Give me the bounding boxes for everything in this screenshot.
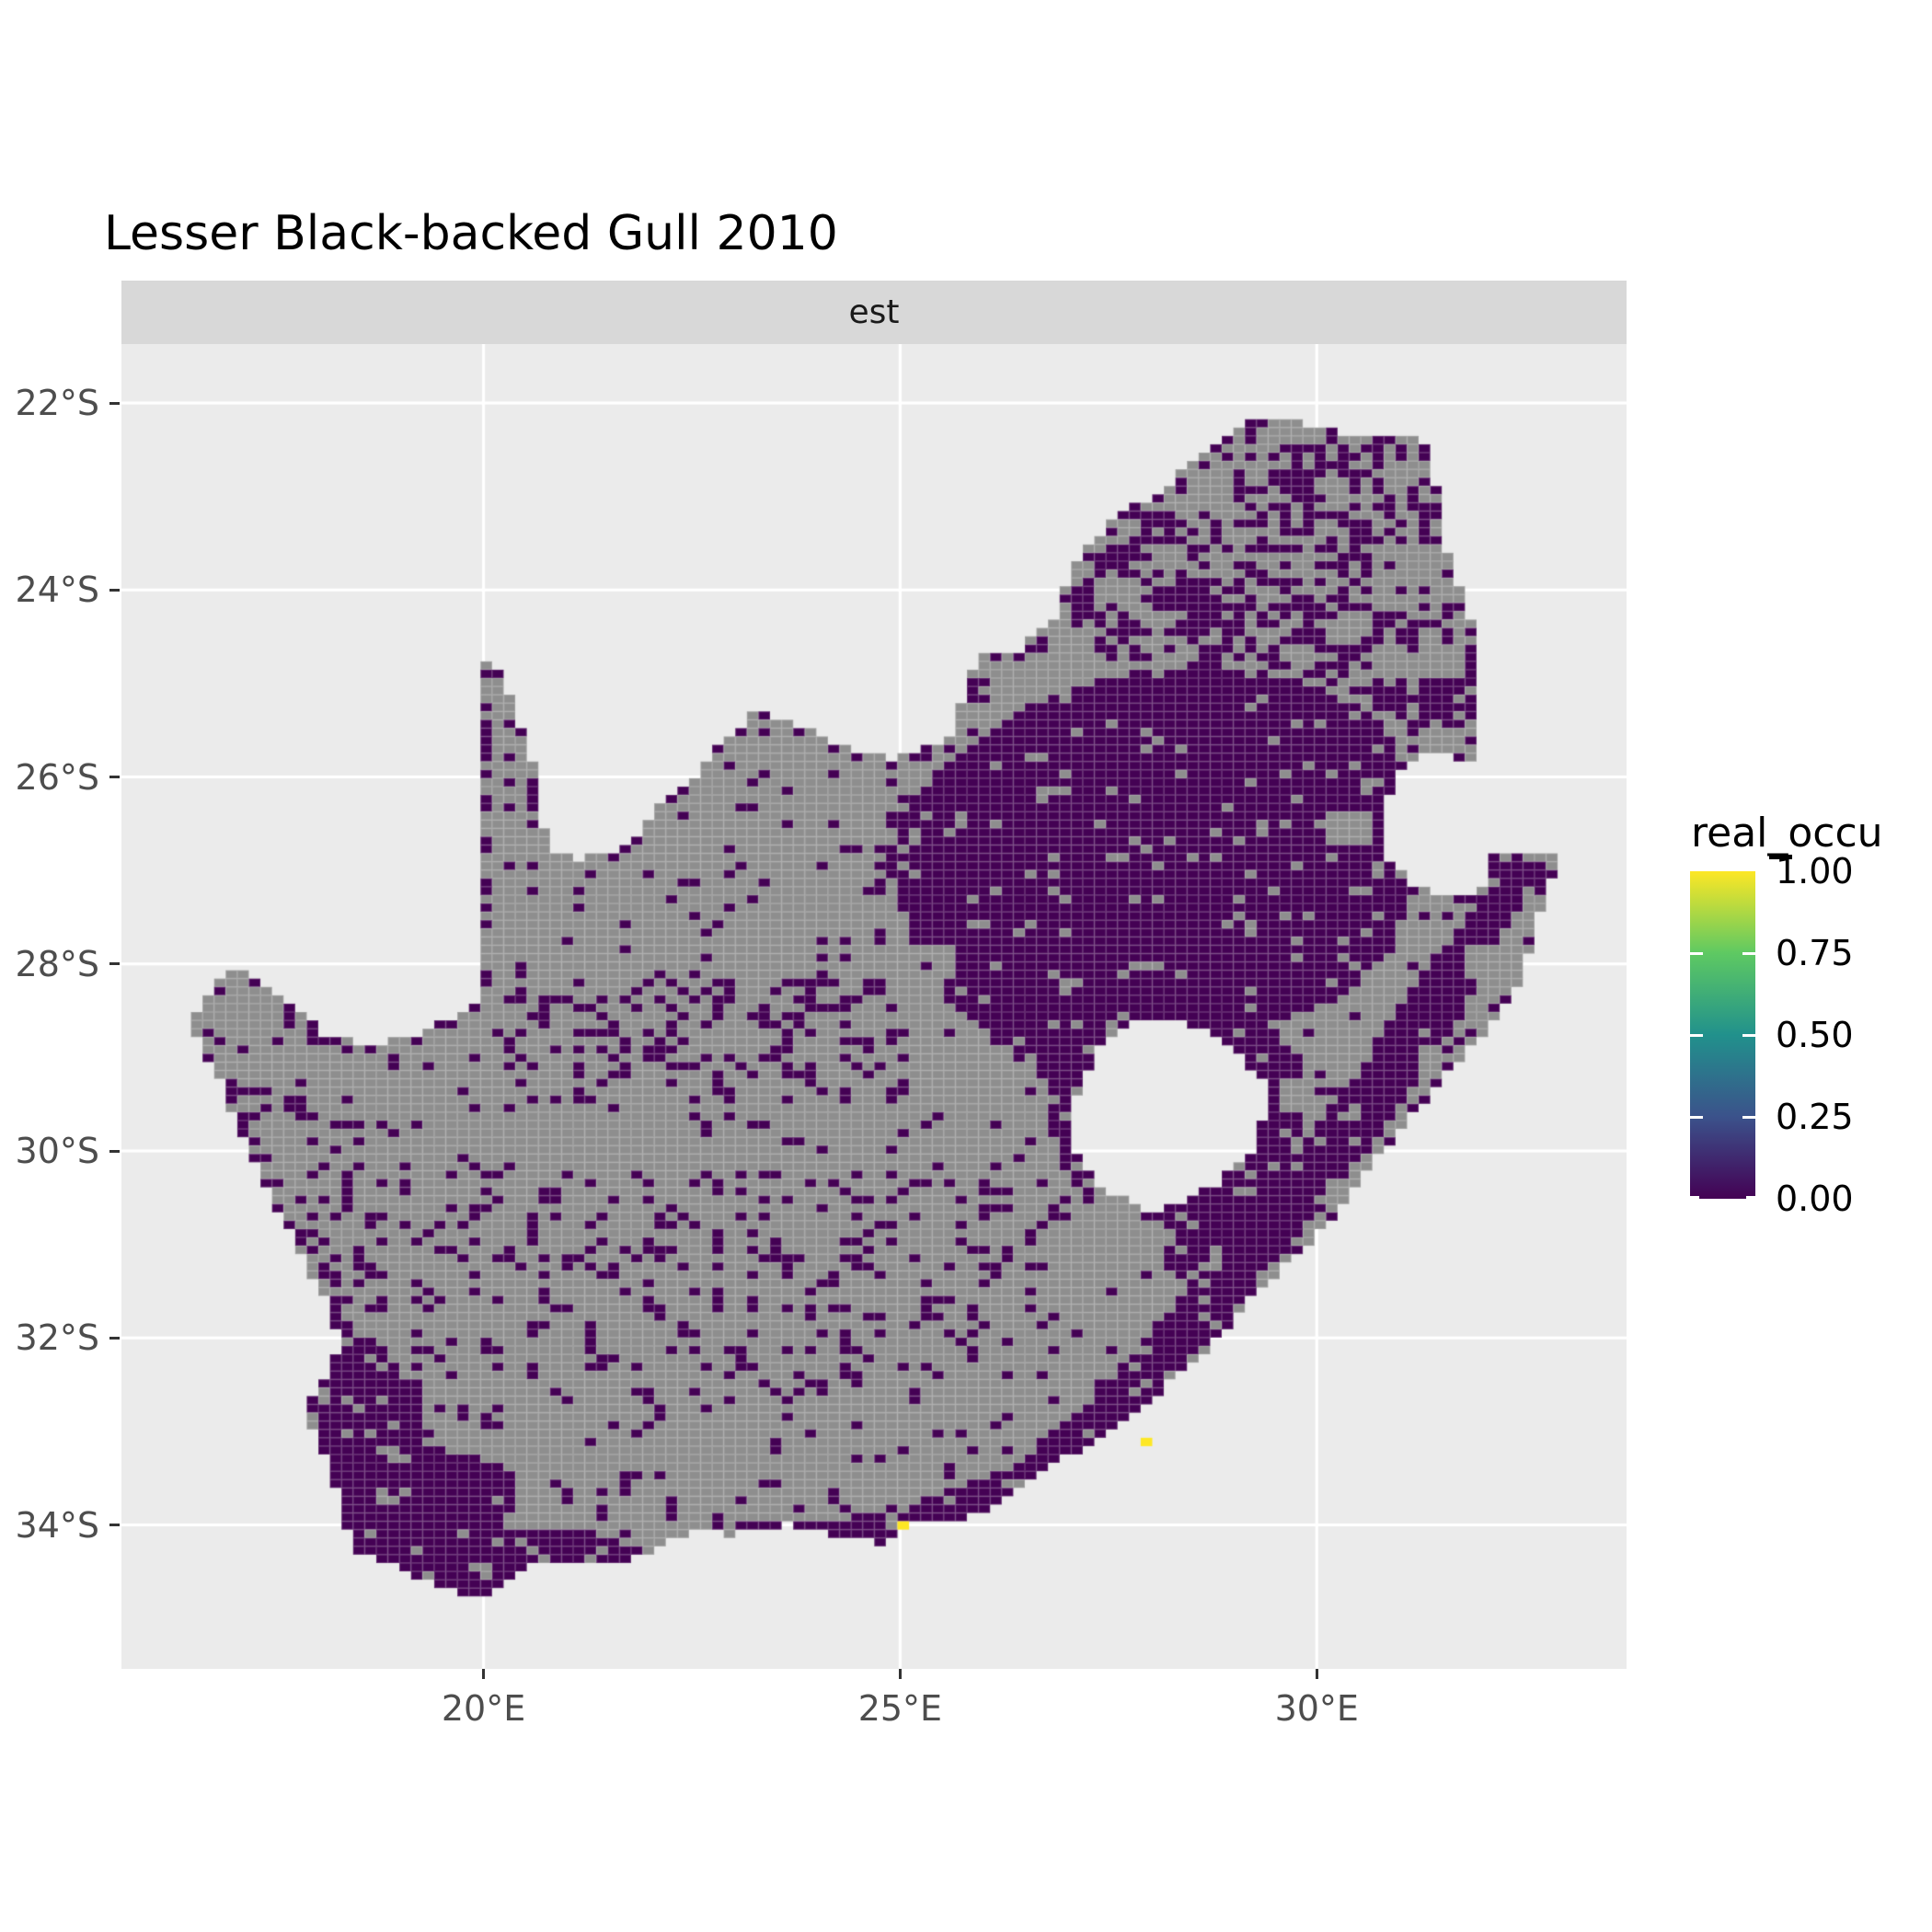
- y-tick-mark: [109, 776, 120, 778]
- legend-tick-label: 1.00: [1776, 851, 1854, 891]
- legend-tick-label: 0.00: [1776, 1179, 1854, 1219]
- legend-tick-mark: [1742, 1115, 1755, 1119]
- legend-tick-label: 0.50: [1776, 1015, 1854, 1055]
- legend-tick-mark: [1690, 1033, 1703, 1037]
- legend-title: real_occu: [1691, 810, 1883, 857]
- y-tick-mark: [109, 1524, 120, 1526]
- y-tick-mark: [109, 1336, 120, 1340]
- y-tick-mark: [109, 401, 120, 405]
- y-tick-label: 24°S: [15, 569, 99, 611]
- x-tick-label: 30°E: [1274, 1688, 1359, 1729]
- facet-strip-label: est: [848, 293, 900, 331]
- legend-tick-mark: [1690, 951, 1703, 955]
- x-tick-mark: [482, 1669, 486, 1679]
- legend-tick-mark: [1742, 1033, 1755, 1037]
- y-tick-mark: [109, 588, 120, 592]
- legend-tick-mark: [1690, 1196, 1699, 1199]
- x-tick-mark: [898, 1669, 902, 1679]
- x-tick-mark: [1315, 1669, 1318, 1679]
- x-tick-label: 20°E: [441, 1688, 526, 1729]
- y-tick-label: 34°S: [15, 1504, 99, 1546]
- y-tick-mark: [109, 962, 120, 966]
- legend-tick-mark: [1690, 1115, 1703, 1119]
- y-tick-label: 28°S: [15, 943, 99, 984]
- x-tick-label: 25°E: [857, 1688, 943, 1729]
- y-tick-mark: [109, 1149, 120, 1153]
- plot-panel: [121, 344, 1627, 1669]
- facet-strip: est: [121, 281, 1627, 344]
- south-africa-raster-map: [121, 344, 1627, 1669]
- y-tick-label: 32°S: [15, 1317, 99, 1359]
- legend-tick-label: 0.25: [1776, 1097, 1854, 1137]
- legend-tick-mark: [1746, 1196, 1755, 1199]
- legend-tick-mark: [1742, 951, 1755, 955]
- legend-top-tick: [1769, 855, 1792, 859]
- y-tick-label: 22°S: [15, 383, 99, 424]
- y-tick-label: 26°S: [15, 756, 99, 798]
- plot-title: Lesser Black-backed Gull 2010: [104, 206, 838, 261]
- y-tick-label: 30°S: [15, 1131, 99, 1171]
- legend-tick-label: 0.75: [1776, 933, 1854, 973]
